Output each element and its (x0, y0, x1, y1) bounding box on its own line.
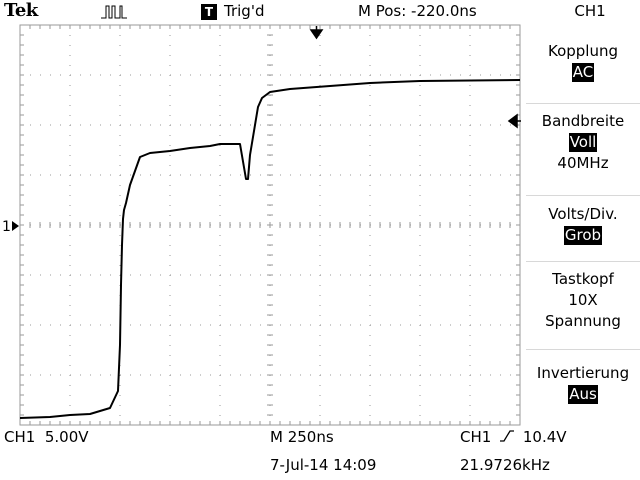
date-time-readout: 7-Jul-14 14:09 (270, 456, 377, 474)
frequency-readout: 21.9726kHz (460, 456, 550, 474)
pulse-waveform-icon (101, 5, 127, 19)
coupling-label: Kopplung (547, 42, 618, 60)
volts-div-menu[interactable]: Volts/Div. Grob (526, 204, 640, 246)
volts-div-value: Grob (563, 226, 603, 245)
probe-attenuation: 10X (568, 291, 598, 309)
bandwidth-menu[interactable]: Bandbreite Voll 40MHz (526, 111, 640, 174)
left-arrow-icon (507, 113, 521, 129)
menu-divider (526, 195, 640, 196)
ch1-trace (19, 79, 521, 419)
probe-mode: Spannung (545, 312, 621, 330)
trigger-channel: CH1 (460, 428, 492, 446)
bandwidth-label: Bandbreite (541, 112, 625, 130)
trigger-readout: CH1 10.4V (460, 428, 567, 446)
menu-divider (526, 261, 640, 262)
probe-label: Tastkopf (552, 270, 614, 288)
channel-menu-title: CH1 (574, 2, 606, 20)
coupling-menu[interactable]: Kopplung AC (526, 41, 640, 83)
invert-value: Aus (568, 385, 598, 404)
graticule (19, 24, 521, 426)
main-position-readout: M Pos: -220.0ns (358, 2, 477, 20)
down-arrow-icon (309, 26, 324, 40)
timebase-readout: M 250ns (270, 428, 334, 446)
invert-label: Invertierung (536, 364, 630, 382)
bandwidth-limit: 40MHz (557, 154, 609, 172)
ground-marker-arrow (12, 221, 19, 231)
rising-edge-icon (500, 430, 515, 442)
channel-scale-readout: CH1 5.00V (4, 428, 89, 446)
bandwidth-value: Voll (568, 133, 598, 152)
menu-divider (526, 103, 640, 104)
trigger-badge: T (201, 4, 217, 20)
brand-logo: Tek (4, 0, 38, 21)
trigger-status: Trig'd (224, 2, 265, 20)
invert-menu[interactable]: Invertierung Aus (526, 363, 640, 405)
coupling-value: AC (571, 63, 595, 82)
trigger-level: 10.4V (522, 428, 567, 446)
volts-div-label: Volts/Div. (548, 205, 618, 223)
ground-marker-label: 1 (2, 219, 11, 235)
probe-menu[interactable]: Tastkopf 10X Spannung (526, 269, 640, 332)
menu-divider (526, 349, 640, 350)
